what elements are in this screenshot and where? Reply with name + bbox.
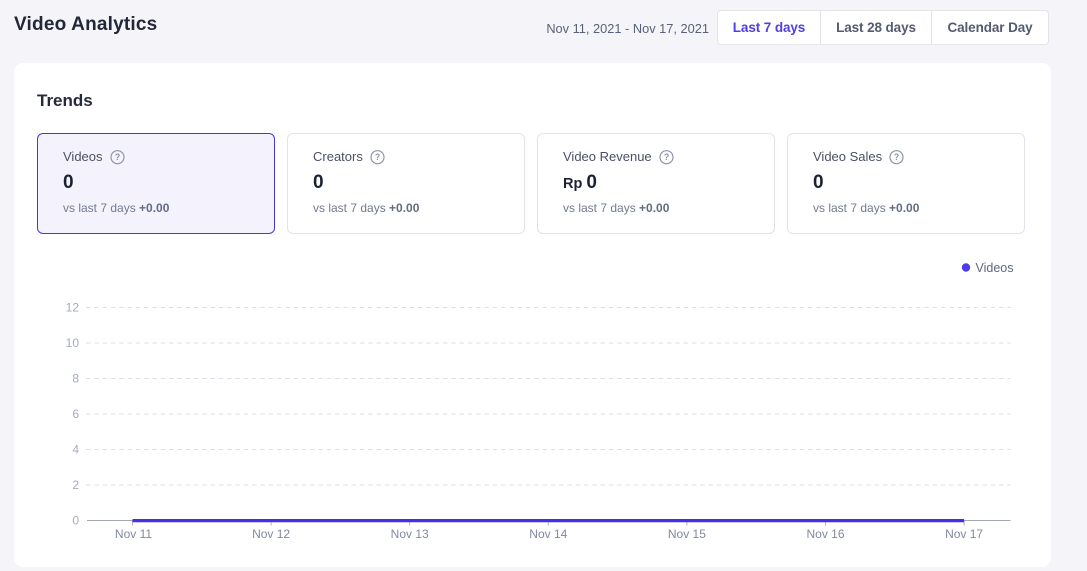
svg-text:?: ? <box>663 152 668 162</box>
svg-text:?: ? <box>375 152 380 162</box>
svg-text:Nov 16: Nov 16 <box>806 527 844 541</box>
svg-text:10: 10 <box>66 336 80 350</box>
svg-text:Nov 14: Nov 14 <box>529 527 567 541</box>
svg-text:4: 4 <box>72 443 79 457</box>
svg-text:0: 0 <box>72 514 79 528</box>
svg-text:Nov 15: Nov 15 <box>668 527 706 541</box>
svg-text:?: ? <box>894 152 899 162</box>
svg-text:2: 2 <box>72 478 79 492</box>
svg-text:8: 8 <box>72 372 79 386</box>
svg-text:12: 12 <box>66 301 80 315</box>
svg-text:Nov 12: Nov 12 <box>252 527 290 541</box>
svg-text:6: 6 <box>72 407 79 421</box>
svg-text:Videos: Videos <box>976 261 1014 275</box>
svg-text:Nov 17: Nov 17 <box>945 527 983 541</box>
svg-text:Nov 13: Nov 13 <box>391 527 429 541</box>
svg-text:Nov 11: Nov 11 <box>115 527 152 541</box>
svg-text:?: ? <box>114 152 119 162</box>
